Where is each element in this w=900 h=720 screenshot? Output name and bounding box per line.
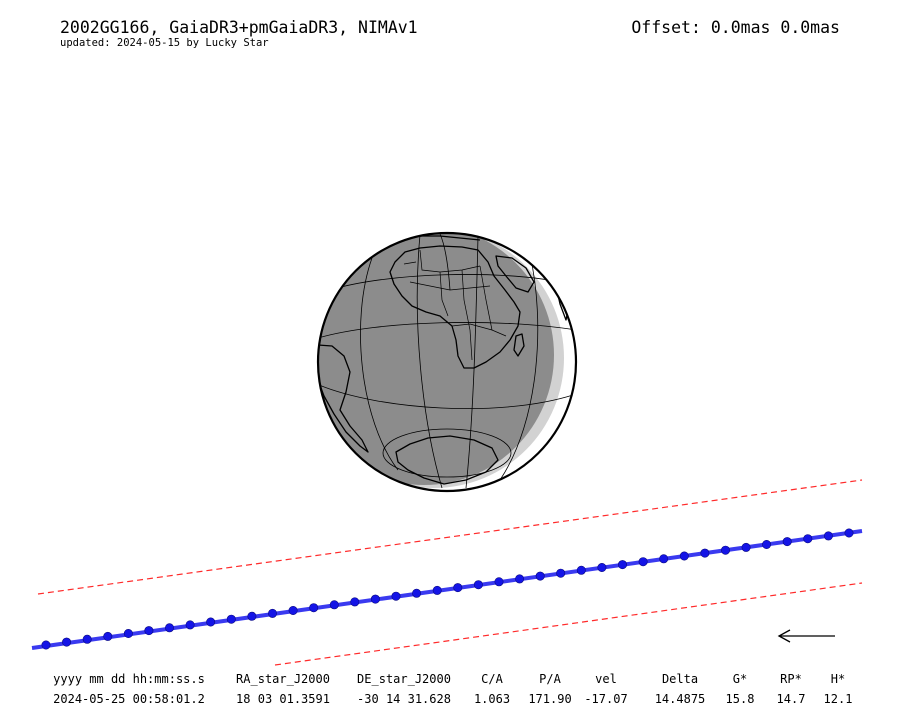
- path-time-point: [350, 597, 360, 607]
- path-time-point: [329, 600, 339, 610]
- value-delta: 14.4875: [654, 692, 706, 706]
- shadow-south-limit: [274, 582, 863, 666]
- path-time-point: [412, 588, 422, 598]
- col-header-vel: vel: [595, 672, 617, 686]
- path-time-point: [679, 551, 689, 561]
- country-borders: [403, 249, 507, 361]
- col-header-h: H*: [830, 672, 846, 686]
- col-header-dec: DE_star_J2000: [357, 672, 451, 686]
- central-path-points: [41, 528, 854, 650]
- offset-label: Offset: 0.0mas 0.0mas: [631, 18, 840, 37]
- earth-globe: [316, 231, 578, 493]
- path-time-point: [556, 568, 566, 578]
- path-time-point: [473, 580, 483, 590]
- col-header-ra: RA_star_J2000: [236, 672, 330, 686]
- path-time-point: [741, 542, 751, 552]
- value-ra: 18 03 01.3591: [236, 692, 330, 706]
- path-time-point: [432, 585, 442, 595]
- path-time-point: [535, 571, 545, 581]
- path-time-point: [206, 617, 216, 627]
- path-time-point: [62, 637, 72, 647]
- path-time-point: [123, 628, 133, 638]
- col-header-ca: C/A: [481, 672, 503, 686]
- shadow-north-limit: [37, 479, 863, 595]
- col-header-rp: RP*: [780, 672, 802, 686]
- path-time-point: [700, 548, 710, 558]
- path-time-point: [659, 554, 669, 564]
- path-time-point: [617, 560, 627, 570]
- event-title: 2002GG166, GaiaDR3+pmGaiaDR3, NIMAv1: [60, 18, 418, 37]
- path-time-point: [247, 611, 257, 621]
- path-time-point: [165, 623, 175, 633]
- value-vel: -17.07: [584, 692, 628, 706]
- col-header-datetime: yyyy mm dd hh:mm:ss.s: [53, 672, 205, 686]
- path-time-point: [226, 614, 236, 624]
- path-time-point: [844, 528, 854, 538]
- path-time-point: [782, 537, 792, 547]
- path-time-point: [823, 531, 833, 541]
- path-time-point: [597, 562, 607, 572]
- path-time-point: [288, 605, 298, 615]
- path-time-point: [267, 608, 277, 618]
- path-time-point: [309, 603, 319, 613]
- globe-outline: [316, 231, 578, 493]
- central-path-line: [31, 529, 863, 650]
- col-header-pa: P/A: [539, 672, 561, 686]
- path-time-point: [803, 534, 813, 544]
- path-time-point: [576, 565, 586, 575]
- path-time-point: [720, 545, 730, 555]
- col-header-delta: Delta: [661, 672, 699, 686]
- path-time-point: [41, 640, 51, 650]
- update-note: updated: 2024-05-15 by Lucky Star: [60, 37, 269, 49]
- path-time-point: [103, 631, 113, 641]
- left-arrow-icon: [777, 629, 835, 643]
- value-rp: 14.7: [776, 692, 806, 706]
- value-dec: -30 14 31.628: [357, 692, 451, 706]
- path-time-point: [494, 577, 504, 587]
- value-datetime: 2024-05-25 00:58:01.2: [53, 692, 205, 706]
- value-h: 12.1: [823, 692, 853, 706]
- path-time-point: [82, 634, 92, 644]
- path-time-point: [638, 557, 648, 567]
- path-time-point: [185, 620, 195, 630]
- globe-night-side: [318, 233, 554, 485]
- path-time-point: [515, 574, 525, 584]
- path-time-point: [370, 594, 380, 604]
- value-pa: 171.90: [528, 692, 572, 706]
- col-header-g: G*: [732, 672, 748, 686]
- value-g: 15.8: [725, 692, 755, 706]
- path-time-point: [762, 539, 772, 549]
- path-time-point: [144, 626, 154, 636]
- path-time-point: [453, 583, 463, 593]
- path-time-point: [391, 591, 401, 601]
- value-ca: 1.063: [473, 692, 511, 706]
